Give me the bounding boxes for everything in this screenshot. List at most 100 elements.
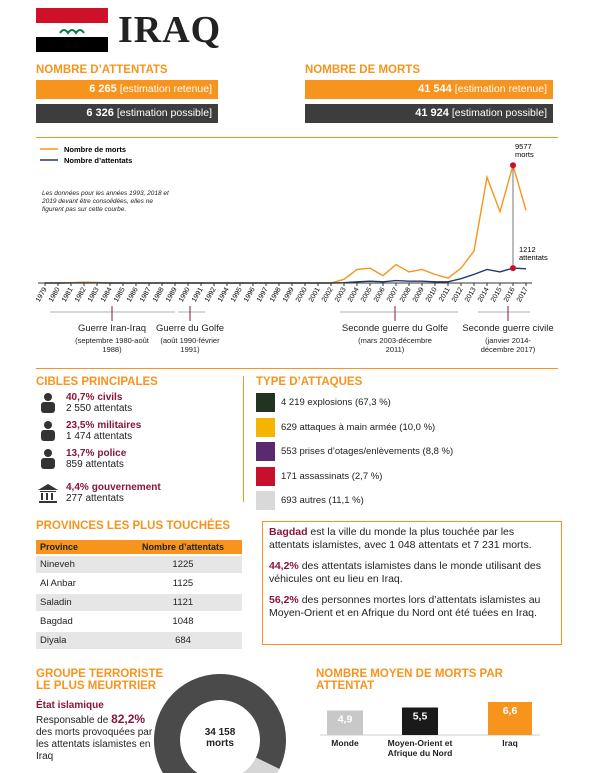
x-tick-label: 2011 (438, 286, 452, 303)
header-cell: Nombre d’attentats (124, 540, 242, 554)
table-row: Bagdad 1048 (36, 613, 242, 630)
x-tick-label: 2004 (347, 286, 361, 303)
type-label: 553 prises d’otages/enlèvements (8,8 %) (281, 446, 454, 457)
cell: Bagdad (36, 613, 124, 630)
fact: 56,2% des personnes mortes lors d’attent… (269, 594, 555, 620)
donut-center: 34 158 morts (190, 727, 250, 749)
target-count: 2 550 attentats (66, 403, 133, 414)
header-cell: Province (36, 540, 124, 554)
x-tick-label: 1996 (243, 286, 257, 303)
x-tick-label: 2010 (425, 286, 439, 303)
peak-unit: morts (515, 150, 534, 159)
x-tick-label: 1984 (100, 286, 114, 303)
cell: 1121 (124, 594, 242, 611)
table-row: Diyala 684 (36, 632, 242, 649)
x-tick-label: 2012 (451, 286, 465, 303)
icon-shape (41, 402, 55, 413)
table-row: Saladin 1121 (36, 594, 242, 611)
x-tick-label: 1995 (230, 286, 244, 303)
x-tick-label: 1980 (48, 286, 62, 303)
group-title: GROUPE TERRORISTE LE PLUS MEURTRIER (36, 668, 164, 692)
fact-text: des personnes mortes lors d’attentats is… (269, 594, 541, 619)
bar (327, 710, 363, 735)
fact: 44,2% des attentats islamistes dans le m… (269, 560, 555, 586)
x-tick-label: 2009 (412, 286, 426, 303)
provinces-title: PROVINCES LES PLUS TOUCHÉES (36, 520, 231, 532)
bar-value: 6,6 (503, 705, 518, 717)
estimate-value: 6 326 (86, 107, 114, 119)
x-tick-label: 1990 (178, 286, 192, 303)
peak-point (510, 265, 516, 272)
x-tick-label: 2015 (490, 286, 504, 303)
target-count: 859 attentats (66, 459, 124, 470)
cell: Saladin (36, 594, 124, 611)
peak-unit: attentats (519, 253, 548, 262)
war-label: Guerre du Golfe (155, 323, 225, 334)
estimate-note: [estimation retenue] (119, 83, 212, 95)
table-row: Nineveh 1225 (36, 556, 242, 573)
deaths-value: 34 158 (204, 727, 236, 738)
x-tick-label: 1988 (152, 286, 166, 303)
bar-category: Moyen-Orient et Afrique du Nord (387, 738, 453, 758)
x-tick-label: 2005 (360, 286, 374, 303)
peak-point (510, 162, 516, 169)
target-pct: 13,7% (66, 448, 95, 459)
target: 23,5% militaires 1 474 attentats (66, 420, 141, 442)
target-icon (41, 421, 55, 441)
estimate-box: 41 544 [estimation retenue] (305, 80, 553, 99)
target-label: gouvernement (91, 482, 161, 493)
chart-note: Les données pour les années 1993, 2018 e… (42, 190, 169, 213)
x-tick-label: 2016 (503, 286, 517, 303)
x-tick-label: 2002 (321, 286, 335, 303)
bar-category: Iraq (502, 738, 518, 748)
donut (154, 674, 286, 773)
war-label: Seconde guerre civile (462, 323, 554, 334)
estimate-note: [estimation possible] (116, 107, 212, 119)
target-head: 13,7% police (66, 448, 126, 459)
estimate-value: 41 544 (418, 83, 452, 95)
war: Guerre du Golfe (août 1990-février 1991) (130, 323, 250, 354)
types-title: TYPE D’ATTAQUES (256, 376, 363, 388)
target-label: militaires (97, 420, 142, 431)
type-label: 693 autres (11,1 %) (281, 495, 364, 506)
share-label: 82,2% (111, 712, 146, 726)
cell: 1125 (124, 575, 242, 592)
donut-share (154, 674, 286, 773)
type-swatch (256, 393, 275, 412)
target-head: 23,5% militaires (66, 420, 141, 431)
bar-chart: 4,9 5,5 6,6 (320, 702, 540, 736)
cell: 1225 (124, 556, 242, 573)
target-count: 277 attentats (66, 493, 124, 504)
legend-label: Nombre d’attentats (64, 156, 132, 165)
deaths-title: NOMBRE DE MORTS (305, 64, 420, 76)
estimate-value: 6 265 (89, 83, 117, 95)
x-tick-label: 1986 (126, 286, 140, 303)
war-dates: (août 1990-février 1991) (160, 336, 220, 354)
type-swatch (256, 417, 275, 437)
x-tick-label: 1985 (113, 286, 127, 303)
x-tick-label: 1982 (74, 286, 88, 303)
x-tick-label: 1979 (35, 286, 49, 303)
target-pct: 4,4% (66, 482, 89, 493)
estimate-value: 41 924 (415, 107, 449, 119)
x-tick-label: 1992 (204, 286, 218, 303)
type-swatch (256, 491, 275, 510)
target-label: civils (97, 392, 123, 403)
war: Seconde guerre du Golfe (mars 2003-décemb… (335, 323, 455, 354)
attacks-title: NOMBRE D’ATTENTATS (36, 64, 168, 76)
icon-shape (41, 458, 55, 469)
x-tick-label: 2017 (516, 286, 530, 303)
fact-highlight: 44,2% (269, 560, 299, 572)
page-title: IRAQ (118, 9, 222, 51)
cell: 684 (124, 632, 242, 649)
x-tick-label: 1997 (256, 286, 270, 303)
x-tick-label: 2001 (308, 286, 322, 303)
text: Responsable de (36, 715, 112, 726)
icon-shape (44, 421, 52, 429)
x-tick-label: 2003 (334, 286, 348, 303)
x-tick-label: 1983 (87, 286, 101, 303)
type-swatch (256, 442, 275, 461)
war: Guerre Iran-Iraq (septembre 1980-août 198… (52, 323, 172, 354)
x-tick-label: 2014 (477, 286, 491, 303)
x-tick-label: 2006 (373, 286, 387, 303)
